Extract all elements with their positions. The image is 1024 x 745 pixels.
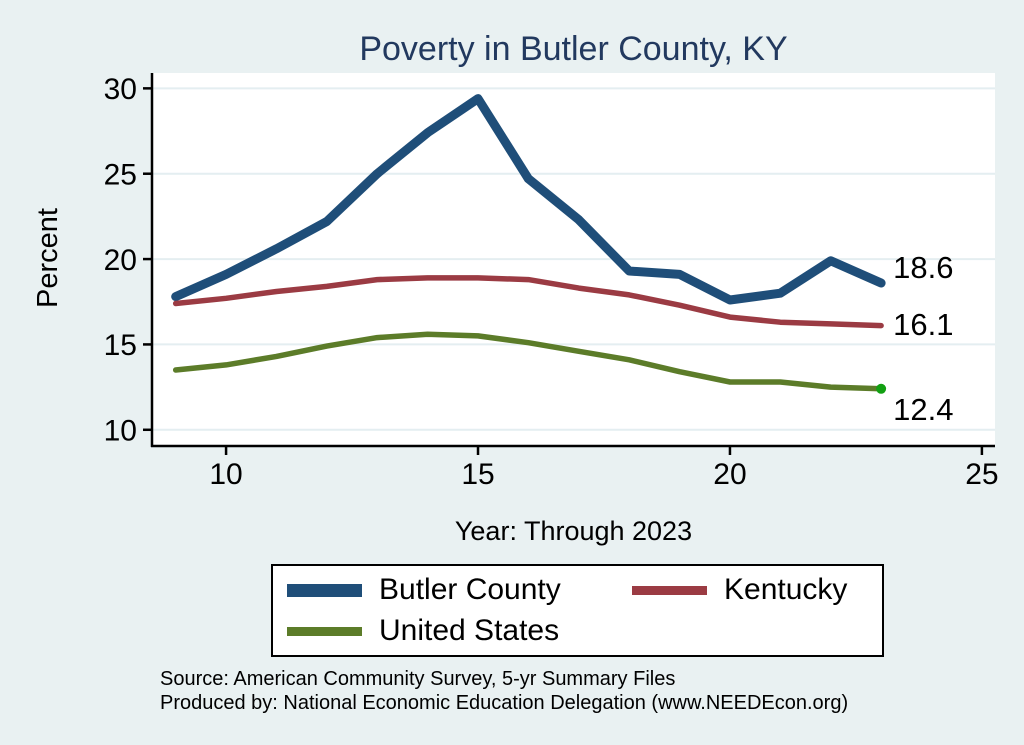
svg-text:15: 15 [461,458,494,491]
series-end-label-kentucky: 16.1 [893,307,953,342]
series-line-united-states [172,331,884,392]
legend-swatch-kentucky [632,585,707,595]
legend: Butler County Kentucky United States [271,564,884,657]
svg-text:10: 10 [104,415,137,448]
series-end-marker-united-states [876,383,887,394]
legend-row: United States [287,614,882,648]
chart-title: Poverty in Butler County, KY [359,30,788,68]
footer: Source: American Community Survey, 5-yr … [160,668,848,715]
gridlines [152,87,995,431]
x-axis-title: Year: Through 2023 [454,516,693,546]
legend-item-united-states: United States [287,614,632,648]
legend-label-butler-county: Butler County [379,573,561,606]
axes [143,73,995,455]
svg-text:10: 10 [209,458,242,491]
series-line-kentucky [172,275,884,329]
legend-swatch-united-states [287,626,362,636]
svg-text:20: 20 [713,458,746,491]
svg-text:25: 25 [965,458,998,491]
footer-produced-line: Produced by: National Economic Education… [160,691,849,714]
legend-label-kentucky: Kentucky [724,573,848,606]
x-tick-labels: 10 15 20 25 [209,458,998,491]
svg-text:20: 20 [104,244,137,277]
legend-item-kentucky: Kentucky [632,573,847,607]
series-line-butler-county [171,94,886,305]
legend-swatch-butler-county [287,583,362,597]
legend-item-butler-county: Butler County [287,573,632,607]
series-end-label-butler-county: 18.6 [893,250,953,285]
svg-text:25: 25 [104,159,137,192]
series-end-label-united-states: 12.4 [893,392,953,427]
footer-source-line: Source: American Community Survey, 5-yr … [160,668,676,690]
legend-row: Butler County Kentucky [287,573,882,607]
y-tick-labels: 10 15 20 25 30 [104,73,137,447]
svg-text:30: 30 [104,73,137,106]
svg-text:15: 15 [104,329,137,362]
legend-label-united-states: United States [379,614,560,647]
